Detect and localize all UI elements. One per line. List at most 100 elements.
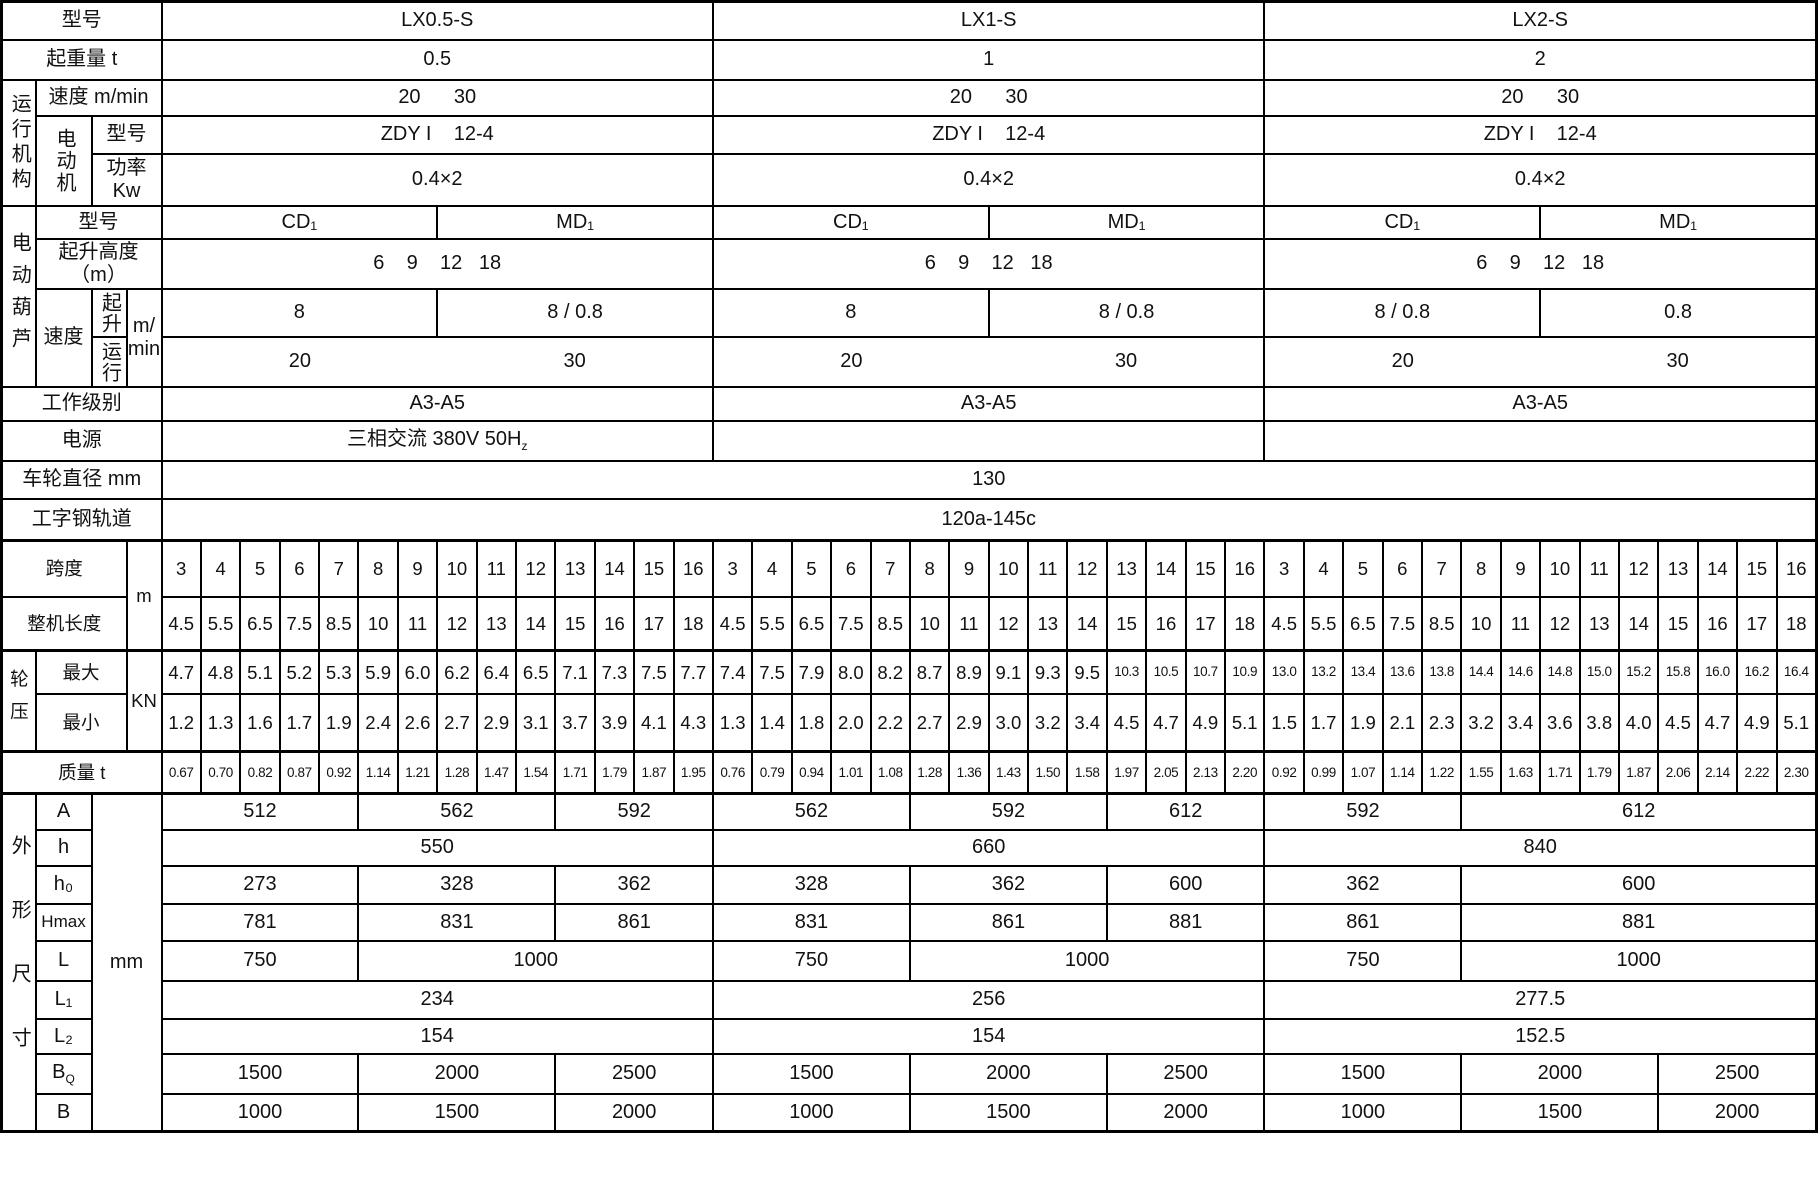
cell-dim-Hmax: 881 (1460, 902, 1818, 942)
label-dim-A: A (34, 792, 93, 831)
cell-wheel-load-min: 3.2 (1027, 692, 1069, 753)
cell-span: 7 (318, 539, 360, 598)
row-dim-h0: h₀ 273 328 362 328 362 600 362 600 (2, 864, 1818, 905)
row-dim-A: 外形尺寸 A mm 512 562 592 562 592 612 592 612 (0, 792, 1818, 1133)
cell-mass: 0.70 (199, 750, 242, 795)
cell-wheel-load-max: 9.1 (987, 649, 1030, 695)
cell-dim-h: 840 (1263, 828, 1818, 867)
cell-mass: 1.01 (830, 750, 872, 795)
row-duty: 工作级别 A3-A5 A3-A5 A3-A5 (0, 385, 1818, 422)
cell-wheel-load-max: 16.2 (1736, 649, 1778, 695)
cell-wheel-load-min: 1.9 (1342, 692, 1384, 753)
cell-hoist-model: MD₁ (436, 204, 714, 240)
cell-span: 12 (1617, 539, 1660, 598)
cell-span: 3 (711, 539, 754, 598)
cell-lift-speed: 8 (711, 287, 990, 338)
cell-mass: 0.76 (711, 750, 754, 795)
cell-mass: 0.67 (160, 750, 202, 795)
cell-wheel-load-max: 8.2 (869, 649, 911, 695)
cell-hoist-run-speed: 20 (1263, 335, 1541, 388)
cell-mass: 1.63 (1499, 750, 1542, 795)
cell-wheel-load-max: 5.9 (357, 649, 399, 695)
cell-length: 14 (515, 595, 557, 652)
cell-dim-BQ: 1500 (160, 1052, 360, 1095)
cell-wheel-load-min: 3.0 (987, 692, 1030, 753)
cell-lift-height: 6 9 12 18 (160, 237, 714, 290)
cell-dim-h0: 600 (1460, 864, 1818, 905)
cell-hoist-model: MD₁ (1539, 204, 1818, 240)
cell-wheel-load-max: 10.9 (1224, 649, 1266, 695)
label-speed-unit: m/ min (125, 287, 163, 388)
label-dim-Hmax: Hmax (34, 902, 93, 942)
cell-dim-A: 592 (908, 792, 1108, 831)
cell-span: 4 (1302, 539, 1345, 598)
cell-lift-speed: 8 / 0.8 (987, 287, 1266, 338)
cell-dim-L2: 152.5 (1263, 1017, 1818, 1055)
cell-wheel-load-max: 14.6 (1499, 649, 1542, 695)
cell-length: 7.5 (830, 595, 872, 652)
cell-wheel-load-min: 4.9 (1736, 692, 1778, 753)
cell-wheel-load-max: 5.3 (318, 649, 360, 695)
cell-wheel-load-min: 4.0 (1617, 692, 1660, 753)
cell-wheel-load-min: 1.9 (318, 692, 360, 753)
cell-mass: 0.92 (318, 750, 360, 795)
cell-power-supply: 三相交流 380V 50Hz (160, 419, 714, 462)
cell-wheel-load-min: 1.5 (1263, 692, 1305, 753)
label-hoist-group: 电动葫芦 (0, 204, 37, 388)
label-motor-model: 型号 (90, 114, 163, 155)
row-mass: 质量 t 0.67 0.70 0.82 0.87 0.92 1.14 1.21 1.28 1.4… (0, 750, 1818, 795)
cell-wheel-load-min: 4.3 (672, 692, 714, 753)
cell-length: 16 (593, 595, 636, 652)
cell-length: 13 (1027, 595, 1069, 652)
cell-dim-B: 1000 (160, 1092, 360, 1133)
label-travel-speed: 速度 m/min (34, 78, 163, 117)
cell-hoist-model: CD₁ (711, 204, 990, 240)
power-supply-text: 三相交流 380V 50H (346, 427, 522, 450)
row-rail: 工字钢轨道 120a-145c (0, 497, 1818, 542)
cell-dim-A: 512 (160, 792, 360, 831)
cell-span: 13 (1105, 539, 1148, 598)
cell-wheel-load-max: 16.0 (1696, 649, 1739, 695)
cell-dim-A: 562 (357, 792, 557, 831)
cell-wheel-load-min: 1.3 (711, 692, 754, 753)
cell-mass: 1.54 (515, 750, 557, 795)
cell-length: 18 (1224, 595, 1266, 652)
cell-dim-Hmax: 861 (554, 902, 714, 942)
cell-mass: 0.87 (278, 750, 321, 795)
cell-length: 10 (357, 595, 399, 652)
cell-dim-h: 660 (711, 828, 1266, 867)
cell-wheel-load-min: 3.4 (1499, 692, 1542, 753)
cell-wheel-load-max: 4.8 (199, 649, 242, 695)
row-wheel-load-min: 最小 1.2 1.3 1.6 1.7 1.9 2.4 2.6 2.7 2.9 3.1 3.7 3.9 4… (2, 692, 1818, 753)
cell-mass: 1.28 (436, 750, 478, 795)
cell-wheel-load-min: 3.4 (1066, 692, 1108, 753)
cell-span: 9 (396, 539, 439, 598)
row-power-supply: 电源 三相交流 380V 50Hz (0, 419, 1818, 462)
cell-travel-speed: 20 30 (1263, 78, 1818, 117)
cell-mass: 2.13 (1184, 750, 1227, 795)
cell-length: 11 (396, 595, 439, 652)
cell-dim-h0: 362 (554, 864, 714, 905)
cell-wheel-load-min: 1.3 (199, 692, 242, 753)
cell-mass: 2.30 (1775, 750, 1818, 795)
cell-mass: 2.20 (1224, 750, 1266, 795)
label-rail: 工字钢轨道 (0, 497, 163, 542)
cell-dim-h: 550 (160, 828, 714, 867)
label-dim-B: B (34, 1092, 93, 1133)
cell-mass: 2.22 (1736, 750, 1778, 795)
cell-mass: 0.92 (1263, 750, 1305, 795)
label-capacity: 起重量 t (0, 38, 163, 81)
row-dim-Hmax: Hmax 781 831 861 831 861 881 861 881 (2, 902, 1818, 942)
cell-dim-BQ: 2500 (554, 1052, 714, 1095)
cell-hoist-model: MD₁ (987, 204, 1266, 240)
row-dim-L2: L₂ 154 154 152.5 (2, 1017, 1818, 1055)
cell-length: 8.5 (1420, 595, 1463, 652)
cell-span: 10 (987, 539, 1030, 598)
cell-length: 15 (554, 595, 596, 652)
cell-length: 5.5 (751, 595, 793, 652)
cell-span: 13 (554, 539, 596, 598)
cell-wheel-load-min: 3.9 (593, 692, 636, 753)
cell-mass: 1.21 (396, 750, 439, 795)
cell-dim-A: 592 (554, 792, 714, 831)
